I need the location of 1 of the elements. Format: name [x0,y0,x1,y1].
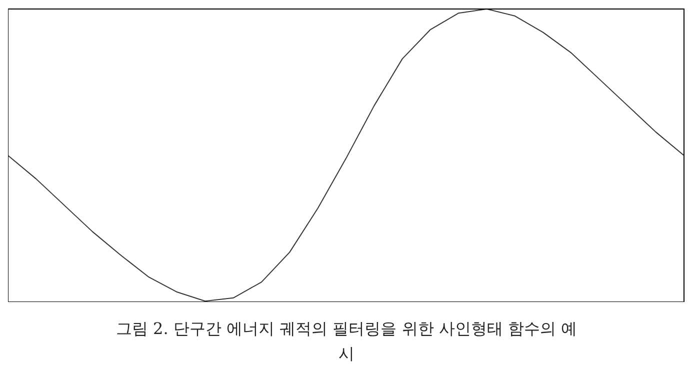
caption: 그림 2. 단구간 에너지 궤적의 필터링을 위한 사인형태 함수의 예시 [114,318,578,365]
